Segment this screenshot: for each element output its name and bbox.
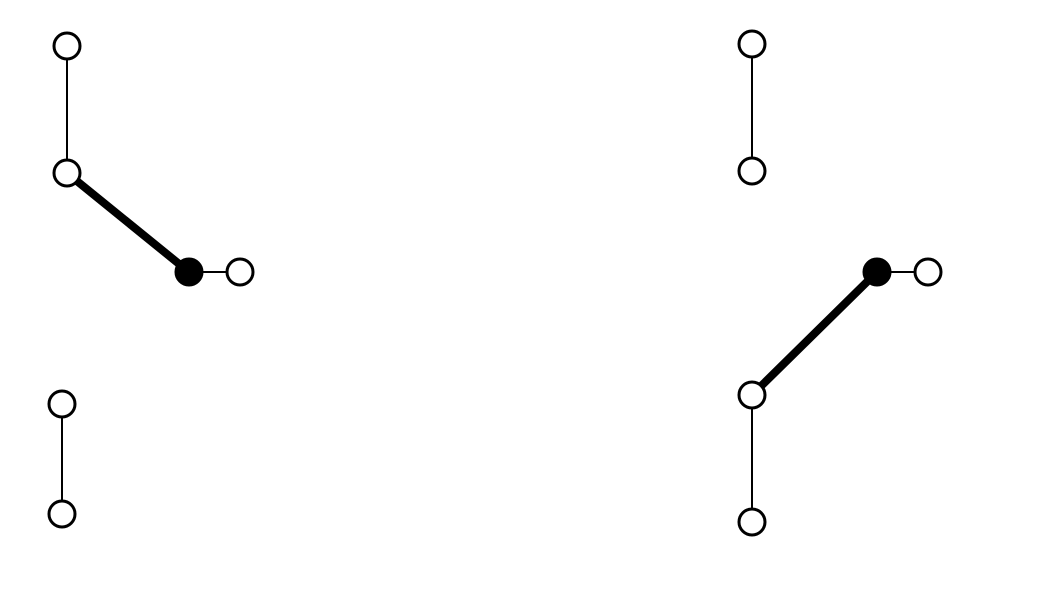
node [915,259,941,285]
node [54,160,80,186]
node [227,259,253,285]
edge [67,173,189,272]
node [176,259,202,285]
node [739,509,765,535]
node [49,501,75,527]
network-diagram [0,0,1052,597]
node [739,31,765,57]
node [49,391,75,417]
node [739,158,765,184]
node [54,33,80,59]
node [864,259,890,285]
node [739,382,765,408]
edge [752,272,877,395]
